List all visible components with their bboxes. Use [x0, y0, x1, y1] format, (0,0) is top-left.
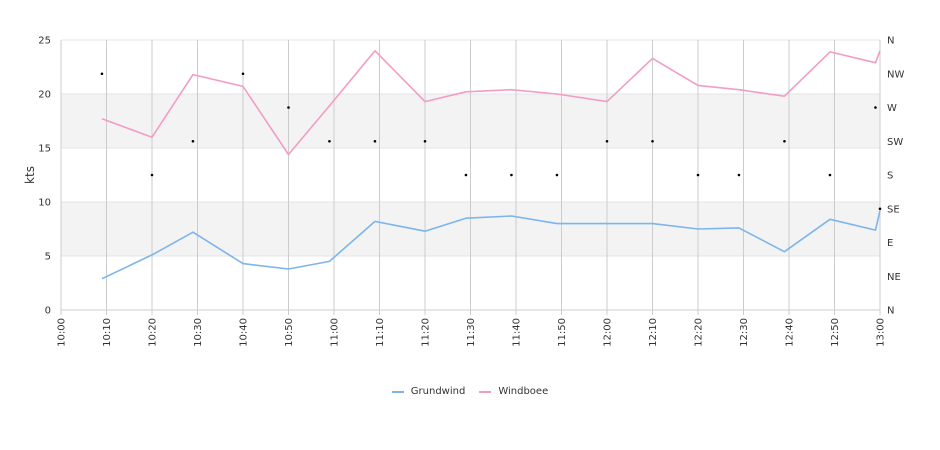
x-tick-label: 11:50: [557, 318, 568, 347]
legend-label-grundwind: Grundwind: [410, 386, 466, 397]
direction-point: [328, 139, 331, 143]
direction-point: [651, 139, 654, 143]
direction-point: [241, 72, 245, 76]
y-axis-title: kts: [23, 166, 37, 184]
y-tick-label: 20: [38, 90, 51, 101]
x-tick-label: 12:10: [648, 318, 659, 347]
direction-point: [373, 139, 377, 143]
direction-point: [696, 173, 700, 177]
direction-point: [150, 173, 154, 177]
x-tick-label: 11:40: [512, 318, 523, 347]
legend-swatch-grundwind: [391, 390, 404, 393]
x-tick-label: 10:10: [102, 318, 113, 347]
direction-point: [555, 173, 559, 177]
x-tick-label: 10:40: [239, 318, 250, 347]
direction-point: [423, 139, 427, 143]
direction-point: [605, 139, 609, 143]
x-tick-label: 10:50: [284, 318, 295, 347]
x-tick-label: 10:00: [57, 318, 68, 347]
x-tick-label: 12:00: [603, 318, 614, 347]
direction-axis-label: N: [887, 36, 894, 47]
x-tick-label: 10:20: [148, 318, 159, 347]
x-tick-label: 11:00: [330, 318, 341, 347]
direction-point: [510, 173, 513, 177]
direction-axis-label: N: [887, 306, 894, 317]
x-tick-label: 12:40: [785, 318, 796, 347]
direction-point: [878, 207, 882, 211]
chart-legend: Grundwind Windboee: [0, 386, 940, 397]
y-tick-label: 5: [45, 252, 51, 263]
x-tick-label: 10:30: [193, 318, 204, 347]
direction-point: [828, 173, 832, 177]
x-tick-label: 11:30: [466, 318, 477, 347]
direction-point: [783, 139, 786, 143]
direction-axis-label: SE: [887, 204, 900, 215]
y-tick-label: 10: [38, 198, 51, 209]
x-tick-label: 12:30: [739, 318, 750, 347]
direction-point: [737, 173, 741, 177]
direction-axis-label: W: [887, 103, 897, 114]
x-tick-label: 13:00: [876, 318, 887, 347]
direction-axis-label: SW: [887, 137, 903, 148]
direction-axis-label: NW: [887, 69, 904, 80]
legend-item-windboee[interactable]: Windboee: [479, 386, 548, 397]
direction-point: [191, 139, 195, 143]
y-tick-label: 0: [45, 306, 51, 317]
legend-label-windboee: Windboee: [498, 386, 549, 397]
direction-axis-label: S: [887, 171, 893, 182]
direction-point: [464, 173, 468, 177]
direction-axis-label: E: [887, 238, 893, 249]
direction-point: [100, 72, 104, 76]
direction-point: [287, 106, 290, 109]
series-line-windboee: [101, 49, 881, 156]
legend-item-grundwind[interactable]: Grundwind: [391, 386, 466, 397]
x-tick-label: 11:20: [421, 318, 432, 347]
x-tick-label: 11:10: [375, 318, 386, 347]
x-tick-label: 12:20: [694, 318, 705, 347]
series-line-grundwind: [101, 210, 881, 280]
legend-swatch-windboee: [479, 390, 492, 393]
direction-point: [874, 106, 877, 109]
direction-axis-label: NE: [887, 272, 901, 283]
y-tick-label: 15: [38, 144, 51, 155]
x-tick-label: 12:50: [830, 318, 841, 347]
y-tick-label: 25: [38, 36, 51, 47]
